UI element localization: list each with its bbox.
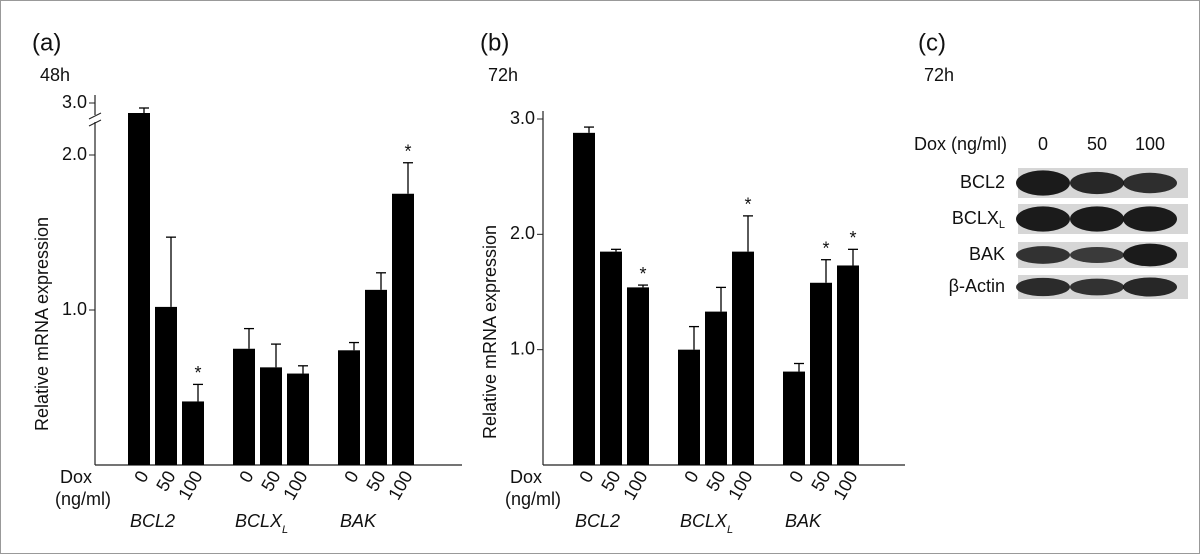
blot-dose-label: Dox (ng/ml) [914, 134, 1007, 154]
blot-lane-label: 50 [1087, 134, 1107, 154]
bar [837, 265, 859, 465]
label: BAK [340, 511, 377, 531]
blot-band [1123, 173, 1177, 193]
significance-star: * [194, 363, 201, 383]
y-tick-label: 1.0 [62, 299, 87, 319]
label-main: BCLX [680, 511, 728, 531]
blot-band [1070, 279, 1124, 296]
blot-band [1016, 170, 1070, 195]
blot-band [1016, 206, 1070, 231]
label-main: BCLX [952, 208, 999, 228]
significance-star: * [849, 228, 856, 248]
x-axis-unit: (ng/ml) [505, 489, 561, 509]
blot-lane-label: 0 [1038, 134, 1048, 154]
label-sub: L [727, 524, 733, 536]
bar [573, 133, 595, 465]
y-tick-label: 3.0 [510, 108, 535, 128]
bar [678, 350, 700, 465]
panel-label: (c) [918, 29, 946, 56]
subtitle: 72h [924, 65, 954, 85]
bar [705, 312, 727, 465]
blot-band [1123, 206, 1177, 231]
blot-band [1123, 244, 1177, 267]
bar [287, 374, 309, 465]
y-axis-label: Relative mRNA expression [480, 225, 500, 439]
y-tick-label: 2.0 [510, 223, 535, 243]
significance-star: * [744, 195, 751, 215]
x-axis-label: Dox [60, 467, 92, 487]
subtitle: 48h [40, 65, 70, 85]
bar [365, 290, 387, 465]
blot-band [1123, 277, 1177, 296]
y-axis-label: Relative mRNA expression [32, 217, 52, 431]
label-main: β-Actin [949, 276, 1005, 296]
bar [810, 283, 832, 465]
label: BAK [785, 511, 822, 531]
blot-band [1070, 172, 1124, 194]
page: {"chart_data": [ {"type": "bar", "panel"… [0, 0, 1201, 555]
panel-label: (b) [480, 29, 509, 56]
x-axis-unit: (ng/ml) [55, 489, 111, 509]
blot-band [1070, 247, 1124, 263]
x-axis-label: Dox [510, 467, 542, 487]
y-tick-label: 1.0 [510, 338, 535, 358]
significance-star: * [822, 238, 829, 258]
y-tick-label: 3.0 [62, 92, 87, 112]
significance-star: * [404, 142, 411, 162]
label-main: BCL2 [575, 511, 620, 531]
label: BCL2 [130, 511, 175, 531]
label-main: BAK [785, 511, 822, 531]
blot-lane-label: 100 [1135, 134, 1165, 154]
label-main: BAK [340, 511, 377, 531]
label: β-Actin [949, 276, 1005, 296]
label-main: BCLX [235, 511, 283, 531]
label-sub: L [999, 219, 1005, 231]
bar [392, 194, 414, 465]
bar [128, 113, 150, 465]
label: BCLXL [952, 208, 1005, 231]
label-main: BCL2 [130, 511, 175, 531]
bar [338, 350, 360, 465]
panel-label: (a) [32, 29, 61, 56]
bar [155, 307, 177, 465]
bar [233, 349, 255, 465]
bar [600, 252, 622, 465]
blot-band [1016, 246, 1070, 264]
label-main: BCL2 [960, 172, 1005, 192]
bar [627, 287, 649, 465]
bar [732, 252, 754, 465]
blot-band [1016, 278, 1070, 296]
bar [182, 401, 204, 465]
label: BCL2 [575, 511, 620, 531]
label: BAK [969, 244, 1005, 264]
subtitle: 72h [488, 65, 518, 85]
label-main: BAK [969, 244, 1005, 264]
y-tick-label: 2.0 [62, 144, 87, 164]
bar [260, 367, 282, 465]
blot-band [1070, 206, 1124, 231]
bar [783, 372, 805, 465]
figure: (a) 48h Relative mRNA expression 1.0 2.0 3.0 D… [0, 0, 1201, 555]
label: BCL2 [960, 172, 1005, 192]
label-sub: L [282, 524, 288, 536]
significance-star: * [639, 264, 646, 284]
